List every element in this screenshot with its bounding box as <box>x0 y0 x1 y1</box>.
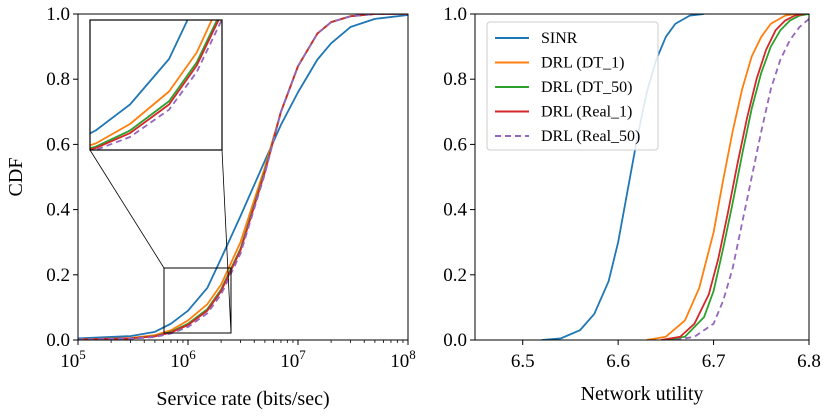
inset-frame <box>89 19 223 151</box>
legend-label-real1: DRL (Real_1) <box>541 104 632 121</box>
right-series-real50 <box>675 18 809 340</box>
right-ytick-label: 0.8 <box>443 69 467 90</box>
right-xtick-label: 6.6 <box>606 351 630 372</box>
left-xtick-exponent: 7 <box>299 347 306 362</box>
right-xtick-label: 6.8 <box>797 351 821 372</box>
left-xtick-exponent: 8 <box>409 347 416 362</box>
legend-label-dt50: DRL (DT_50) <box>541 79 632 96</box>
left-xtick-base: 10 <box>60 351 79 372</box>
legend-box <box>486 21 659 151</box>
inset-background <box>90 20 222 150</box>
left-xtick-label: 106 <box>170 347 196 372</box>
left-ytick-label: 0.4 <box>46 200 70 221</box>
left-ytick-label: 0.0 <box>46 330 70 351</box>
right-series-sinr <box>541 14 705 340</box>
left-xtick-base: 10 <box>390 351 409 372</box>
legend-label-real50: DRL (Real_50) <box>541 128 640 145</box>
right-axis-ticks: 0.0 0.2 0.4 0.6 0.8 1.0 6.5 6.6 6.7 6.8 <box>443 4 821 372</box>
right-ytick-label: 0.6 <box>443 134 467 155</box>
left-ylabel: CDF <box>5 158 27 197</box>
left-series-real50 <box>78 14 408 340</box>
legend: SINR DRL (DT_1) DRL (DT_50) DRL (Real_1) DRL… <box>486 21 659 151</box>
left-series-sinr <box>78 14 408 340</box>
right-ytick-label: 0.2 <box>443 265 467 286</box>
right-ytick-label: 0.0 <box>443 330 467 351</box>
right-series-real1 <box>660 14 805 340</box>
right-series-dt1 <box>646 14 795 340</box>
left-axes-frame <box>77 13 409 341</box>
left-ytick-label: 1.0 <box>46 4 70 25</box>
legend-label-sinr: SINR <box>541 30 578 47</box>
left-xtick-exponent: 5 <box>79 347 86 362</box>
zoom-connector-1 <box>89 149 165 269</box>
left-xtick-base: 10 <box>170 351 189 372</box>
right-xlabel: Network utility <box>581 383 704 405</box>
zoom-region-rect <box>163 267 232 334</box>
left-xtick-label: 107 <box>280 347 306 372</box>
legend-label-dt1: DRL (DT_1) <box>541 55 624 72</box>
right-ytick-label: 1.0 <box>443 4 467 25</box>
right-xtick-label: 6.7 <box>702 351 726 372</box>
left-xtick-exponent: 6 <box>189 347 196 362</box>
right-series-dt50 <box>665 14 809 340</box>
left-xtick-base: 10 <box>280 351 299 372</box>
left-plot-lines <box>78 14 408 340</box>
right-xtick-label: 6.5 <box>511 351 535 372</box>
zoom-connector-2 <box>221 149 232 334</box>
left-ytick-label: 0.8 <box>46 69 70 90</box>
right-ytick-label: 0.4 <box>443 200 467 221</box>
left-xtick-label: 108 <box>390 347 416 372</box>
left-ytick-label: 0.2 <box>46 265 70 286</box>
left-ytick-label: 0.6 <box>46 134 70 155</box>
left-xtick-label: 105 <box>60 347 86 372</box>
left-xlabel: Service rate (bits/sec) <box>156 388 329 410</box>
right-plot-lines <box>541 14 809 340</box>
right-axes-frame <box>474 13 810 341</box>
